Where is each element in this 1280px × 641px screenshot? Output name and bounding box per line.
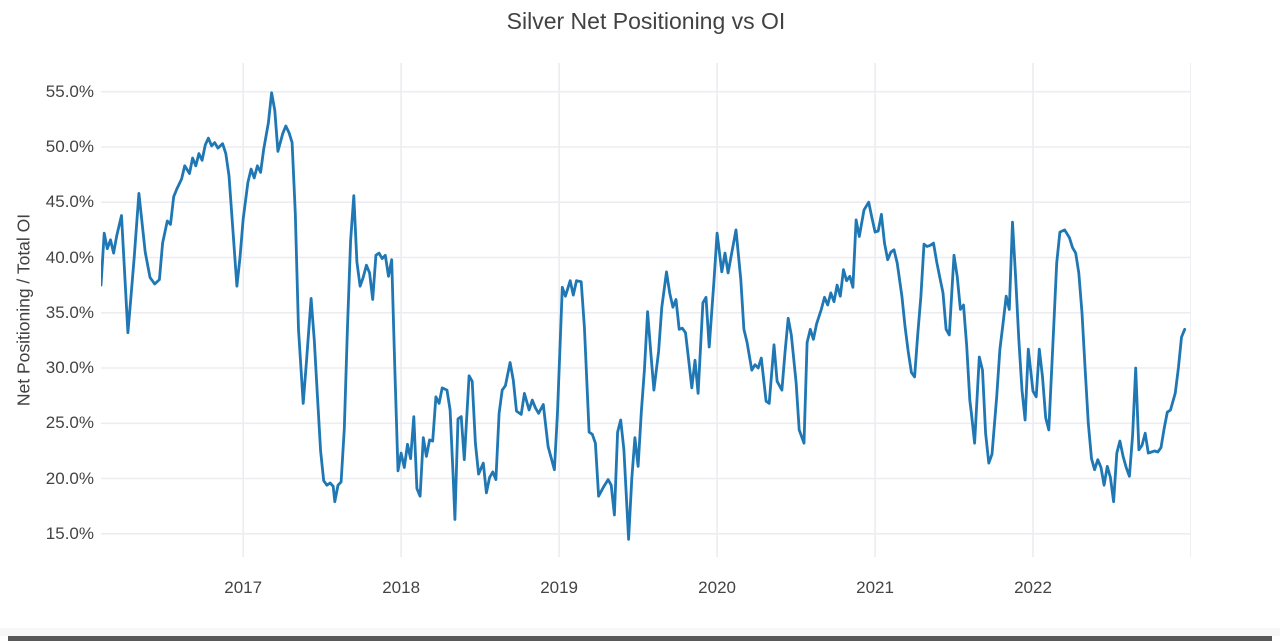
- x-tick-label: 2019: [540, 578, 579, 597]
- y-tick-label: 50.0%: [45, 136, 94, 156]
- chart-title: Silver Net Positioning vs OI: [506, 8, 786, 34]
- y-tick-label: 35.0%: [45, 302, 94, 322]
- bottom-divider-bar: [8, 636, 1272, 641]
- y-tick-label: 45.0%: [45, 192, 94, 212]
- x-tick-label: 2018: [382, 578, 421, 597]
- y-tick-label: 30.0%: [45, 358, 94, 378]
- y-tick-label: 40.0%: [45, 247, 94, 267]
- x-tick-label: 2021: [856, 578, 894, 597]
- net-positioning-line: [101, 91, 1187, 541]
- x-tick-label: 2017: [224, 578, 263, 597]
- x-tick-label: 2020: [698, 578, 736, 597]
- y-tick-label: 55.0%: [45, 81, 94, 101]
- y-tick-label: 20.0%: [45, 468, 94, 488]
- bottom-light-strip: [0, 628, 1280, 636]
- plot-area[interactable]: [101, 63, 1191, 557]
- x-tick-label: 2022: [1014, 578, 1052, 597]
- y-tick-label: 25.0%: [45, 413, 94, 433]
- y-tick-label: 15.0%: [45, 523, 94, 543]
